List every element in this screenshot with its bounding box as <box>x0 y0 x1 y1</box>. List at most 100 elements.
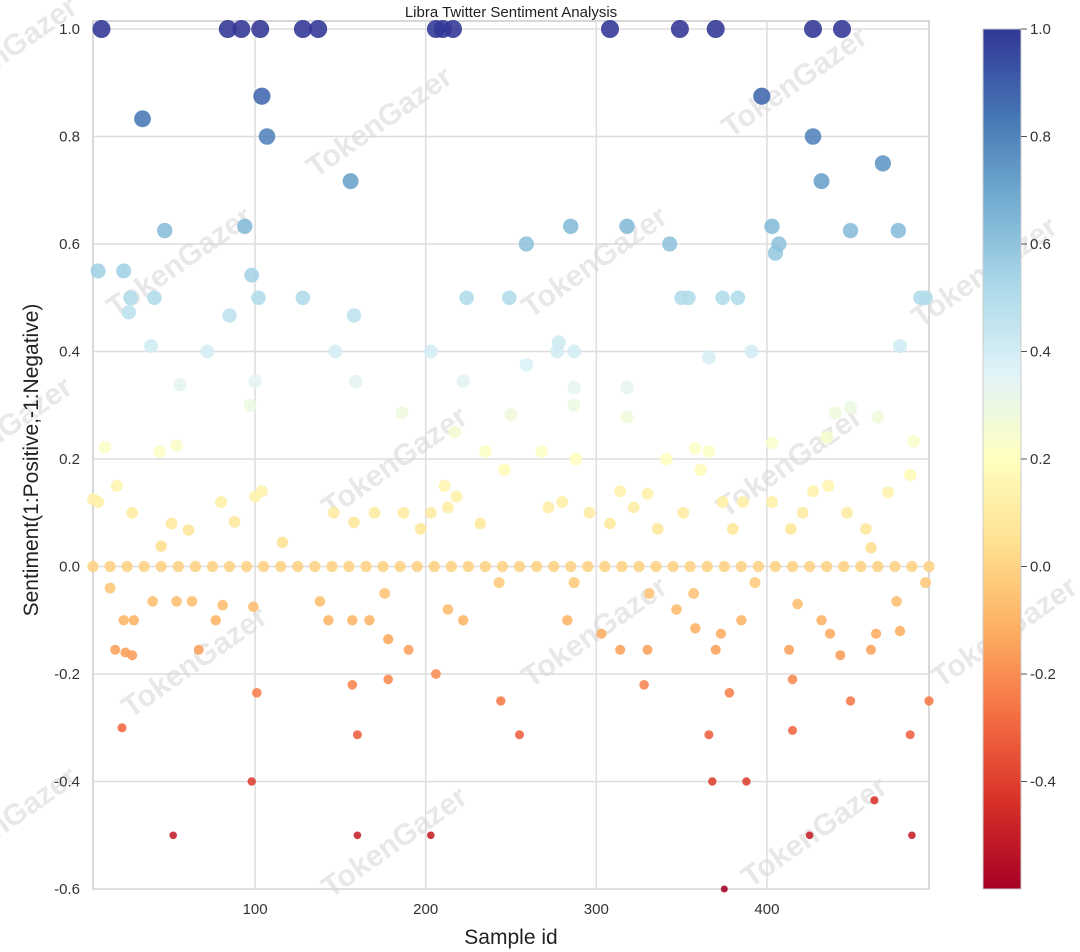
data-point <box>459 290 474 306</box>
data-point <box>871 410 885 424</box>
data-point <box>147 290 162 306</box>
data-point <box>438 479 451 492</box>
colorbar <box>982 28 1022 890</box>
data-point <box>643 588 655 599</box>
data-point <box>255 485 268 498</box>
data-point <box>855 560 867 573</box>
data-point <box>343 560 355 573</box>
data-point <box>820 431 833 444</box>
data-point <box>498 463 511 476</box>
data-point <box>394 560 406 573</box>
data-point <box>838 560 850 573</box>
data-point <box>121 305 136 320</box>
data-point <box>424 506 437 519</box>
data-point <box>924 696 934 706</box>
data-point <box>804 128 822 145</box>
data-point <box>241 560 253 573</box>
data-point <box>843 400 858 414</box>
x-tick-label: 200 <box>413 901 438 918</box>
data-point <box>479 560 491 573</box>
data-point <box>117 723 127 733</box>
data-point <box>411 560 423 573</box>
data-point <box>352 730 362 740</box>
data-point <box>414 523 427 535</box>
data-point <box>428 560 440 573</box>
colorbar-tick-label: -0.4 <box>1030 774 1056 791</box>
data-point <box>582 560 594 573</box>
data-point <box>458 615 469 626</box>
data-point <box>786 560 799 573</box>
data-point <box>923 560 935 573</box>
data-point <box>904 469 917 482</box>
data-point <box>206 560 218 573</box>
data-point <box>569 452 583 466</box>
data-point <box>736 615 747 626</box>
data-point <box>615 644 626 655</box>
data-point <box>379 588 391 599</box>
colorbar-ticks: -0.4 -0.2 0.0 0.2 0.4 0.6 0.8 1.0 <box>1021 21 1056 791</box>
colorbar-tick-label: 1.0 <box>1030 21 1051 38</box>
data-point <box>583 506 596 519</box>
data-point <box>445 560 457 573</box>
data-point <box>248 374 262 388</box>
data-point <box>223 560 236 573</box>
x-tick-label: 300 <box>584 901 609 918</box>
data-point <box>718 560 730 573</box>
data-point <box>889 560 901 573</box>
data-point <box>170 439 183 452</box>
data-point <box>742 777 751 786</box>
data-point <box>633 560 645 573</box>
data-point <box>788 725 797 735</box>
data-point <box>651 523 664 535</box>
chart-title: Libra Twitter Sentiment Analysis <box>405 4 617 21</box>
data-point <box>620 410 634 424</box>
data-point <box>513 560 526 573</box>
data-point <box>724 688 735 698</box>
data-point <box>504 408 518 422</box>
data-point <box>493 577 505 589</box>
data-point <box>383 674 394 685</box>
data-point <box>792 598 803 610</box>
x-tick-label: 400 <box>754 901 779 918</box>
data-point <box>596 628 607 639</box>
data-point <box>442 501 454 514</box>
data-point <box>671 604 682 615</box>
data-point <box>431 669 441 679</box>
data-point <box>120 647 131 658</box>
data-point <box>771 236 787 252</box>
data-point <box>326 560 338 573</box>
data-point <box>518 236 535 252</box>
data-point <box>667 560 679 573</box>
data-point <box>123 290 138 306</box>
data-point <box>110 644 121 655</box>
data-point <box>805 831 814 840</box>
data-point <box>479 445 492 458</box>
data-point <box>535 445 548 458</box>
y-tick-label: -0.2 <box>54 666 80 683</box>
y-tick-label: -0.4 <box>54 774 80 791</box>
data-point <box>920 577 932 589</box>
data-point <box>689 442 702 455</box>
data-point <box>172 560 184 573</box>
data-point <box>694 463 707 476</box>
data-point <box>237 218 253 234</box>
data-point <box>616 560 628 573</box>
data-point <box>684 560 696 573</box>
data-point <box>427 831 435 840</box>
y-tick-label: 1.0 <box>59 21 80 38</box>
data-point <box>662 236 678 252</box>
data-point <box>627 501 640 514</box>
data-point <box>715 628 727 639</box>
data-point <box>749 577 761 589</box>
data-point <box>765 436 779 450</box>
data-point <box>189 560 201 573</box>
data-point <box>456 374 470 388</box>
data-point <box>737 496 749 508</box>
data-point <box>328 344 343 359</box>
y-axis-label: Sentiment(1:Positive,-1:Negative) <box>20 304 43 617</box>
data-point <box>531 560 543 573</box>
data-point <box>155 560 167 573</box>
data-point <box>360 560 372 573</box>
y-tick-label: 0.0 <box>59 559 80 576</box>
